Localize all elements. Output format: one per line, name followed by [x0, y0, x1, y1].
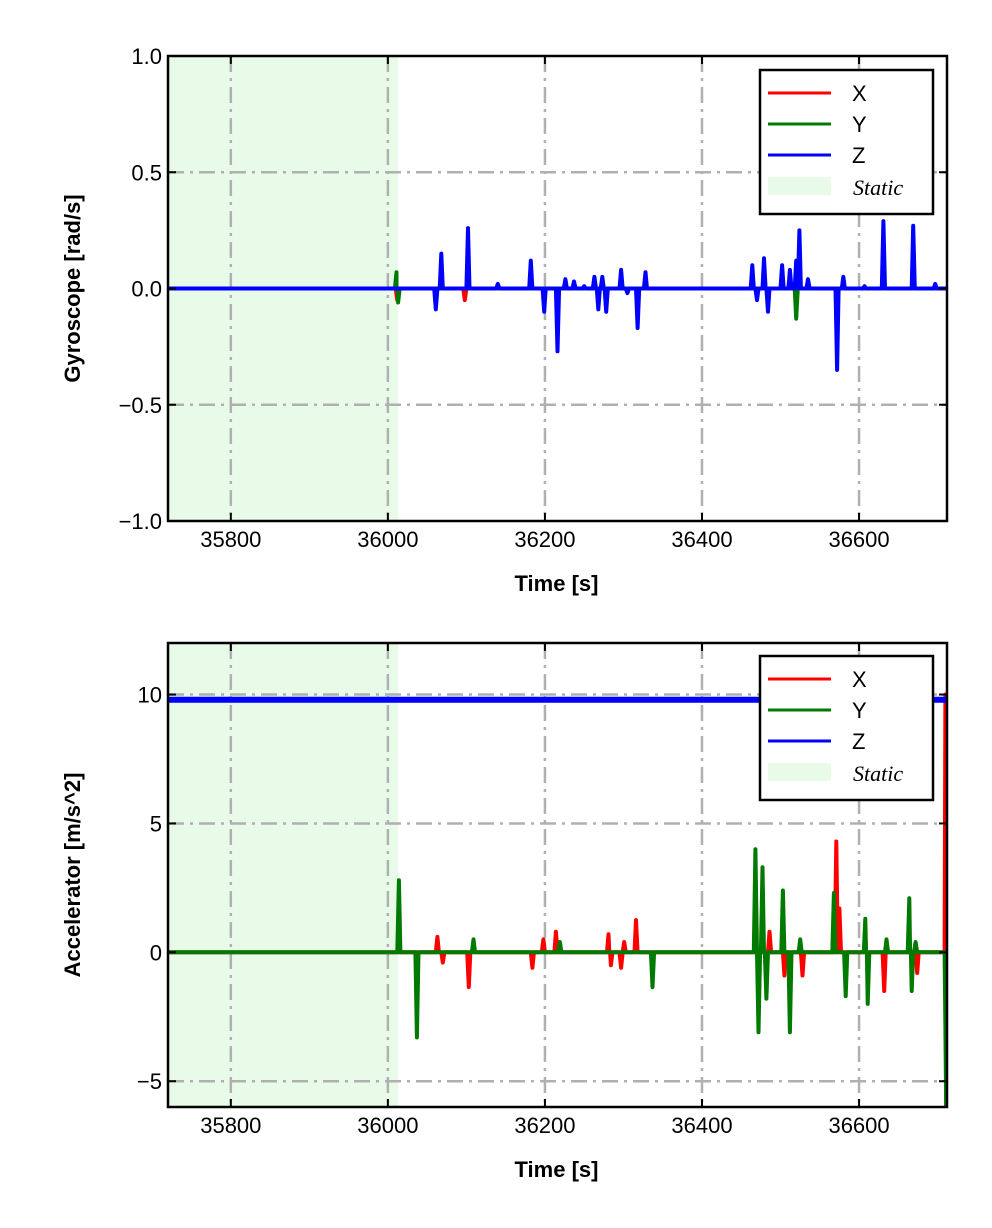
x-tick-label: 36000 [357, 1113, 418, 1138]
x-tick-label: 36400 [671, 527, 732, 552]
legend: XYZ Static [758, 654, 935, 802]
legend-label: Static [853, 175, 903, 200]
x-tick-label: 36600 [828, 527, 889, 552]
legend-label: Y [852, 112, 867, 137]
y-tick-label: −5 [137, 1069, 162, 1094]
y-tick-label: −1.0 [119, 509, 162, 534]
x-tick-label: 36600 [828, 1113, 889, 1138]
legend-label: Z [852, 143, 865, 168]
legend-swatch-static [768, 177, 831, 195]
x-tick-label: 35800 [200, 1113, 261, 1138]
x-tick-label: 36400 [671, 1113, 732, 1138]
x-tick-label: 36200 [514, 527, 575, 552]
y-tick-label: 0 [150, 940, 162, 965]
series-line-y [168, 847, 947, 1107]
series-line-y [168, 270, 947, 321]
y-axis-label: Accelerator [m/s^2] [60, 773, 85, 978]
y-tick-label: 1.0 [131, 44, 162, 69]
legend: XYZ Static [758, 68, 935, 216]
y-tick-label: 5 [150, 811, 162, 836]
accelerometer-chart: 35800 36000 36200 36400 36600 −5 0 5 10 Time [s] A… [60, 641, 949, 1182]
legend-label: Y [852, 698, 867, 723]
x-tick-label: 35800 [200, 527, 261, 552]
y-axis-label: Gyroscope [rad/s] [60, 194, 85, 382]
series-line-z [168, 219, 947, 372]
legend-swatch-static [768, 763, 831, 781]
x-tick-label: 36000 [357, 527, 418, 552]
y-tick-label: 0.5 [131, 160, 162, 185]
legend-label: Static [853, 761, 903, 786]
x-axis-label: Time [s] [515, 1157, 599, 1182]
legend-label: X [852, 81, 867, 106]
legend-label: X [852, 667, 867, 692]
gyroscope-chart: 35800 36000 36200 36400 36600 −1.0 −0.5 0.0 0.5 1… [60, 44, 949, 596]
y-tick-label: 0.0 [131, 277, 162, 302]
y-tick-label: 10 [138, 683, 162, 708]
y-tick-label: −0.5 [119, 393, 162, 418]
legend-label: Z [852, 729, 865, 754]
x-axis-label: Time [s] [515, 571, 599, 596]
static-region [168, 643, 399, 1107]
x-tick-label: 36200 [514, 1113, 575, 1138]
axes-frame [166, 641, 949, 1109]
